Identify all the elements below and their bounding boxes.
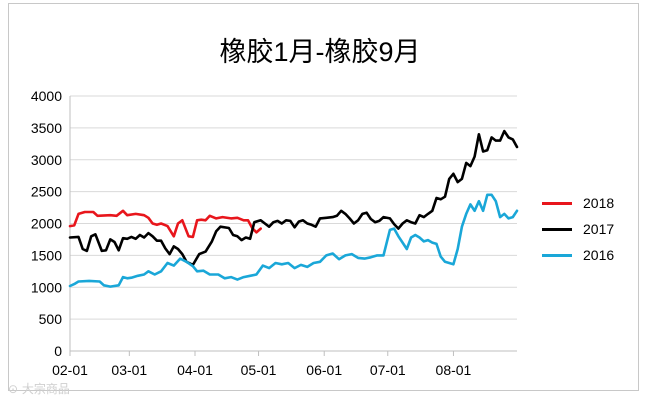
x-tick-label: 08-01 <box>436 362 472 378</box>
watermark-logo: ⊙ 大宗商品 <box>8 382 70 396</box>
y-tick-label: 1000 <box>31 279 62 295</box>
y-tick-label: 500 <box>39 311 63 327</box>
y-tick-label: 4000 <box>31 88 62 104</box>
x-tick-label: 03-01 <box>111 362 147 378</box>
legend-item-2018: 2018 <box>540 193 640 219</box>
legend-swatch-2018 <box>542 202 572 205</box>
chart-frame <box>8 3 639 391</box>
x-tick-label: 02-01 <box>52 362 88 378</box>
legend-label-2018: 2018 <box>583 195 615 211</box>
x-tick-label: 04-01 <box>177 362 213 378</box>
legend-swatch-2017 <box>542 228 572 231</box>
legend-item-2016: 2016 <box>540 245 640 271</box>
x-tick-label: 06-01 <box>306 362 342 378</box>
y-tick-label: 1500 <box>31 247 62 263</box>
y-tick-label: 3500 <box>31 120 62 136</box>
y-tick-label: 2500 <box>31 184 62 200</box>
y-tick-label: 2000 <box>31 216 62 232</box>
legend-label-2017: 2017 <box>583 221 615 237</box>
chart-title: 橡胶1月-橡胶9月 <box>219 37 421 67</box>
series-line-2018 <box>68 209 262 239</box>
y-tick-label: 0 <box>54 343 62 359</box>
x-tick-label: 05-01 <box>241 362 277 378</box>
legend-label-2016: 2016 <box>583 247 615 263</box>
x-tick-label: 07-01 <box>370 362 406 378</box>
chart-legend: 2018 2017 2016 <box>540 193 640 271</box>
legend-item-2017: 2017 <box>540 219 640 245</box>
series-line-2016 <box>68 193 519 288</box>
series-line-2017 <box>68 129 519 267</box>
legend-swatch-2016 <box>542 254 572 257</box>
y-tick-label: 3000 <box>31 152 62 168</box>
